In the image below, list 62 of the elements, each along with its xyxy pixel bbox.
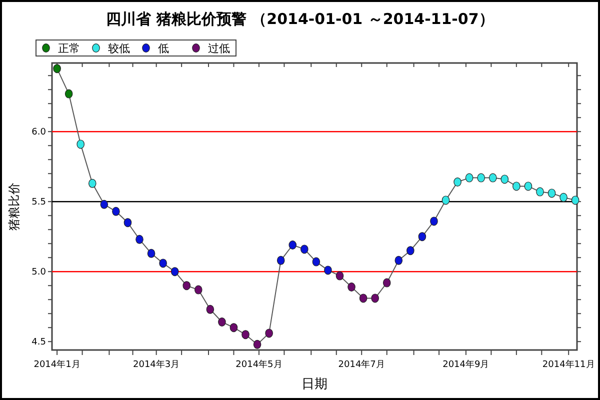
point [170, 267, 179, 276]
point [288, 240, 297, 250]
point [536, 187, 544, 196]
point [218, 318, 226, 326]
point [206, 304, 214, 314]
point [371, 294, 379, 303]
point [159, 258, 167, 268]
point [124, 218, 132, 228]
point [348, 282, 356, 292]
x-tick-label: 2014年1月 [34, 359, 80, 370]
y-tick-label: 6.0 [32, 128, 46, 138]
point [500, 174, 509, 184]
point [477, 173, 485, 182]
x-tick-label: 2014年7月 [338, 359, 385, 370]
point [394, 256, 403, 265]
x-tick-label: 2014年5月 [236, 359, 282, 370]
legend-label: 低 [158, 42, 169, 55]
point [53, 64, 61, 74]
point [560, 192, 568, 202]
point [76, 140, 85, 149]
point [88, 178, 96, 188]
chart-title: 四川省 猪粮比价预警 （2014-01-01 ～2014-11-07） [106, 10, 494, 28]
point [465, 173, 474, 182]
point [430, 216, 438, 226]
point [336, 271, 344, 280]
point [64, 89, 73, 98]
point [524, 182, 532, 191]
point [194, 285, 202, 294]
point [112, 206, 120, 216]
point [147, 248, 156, 258]
point [406, 246, 414, 256]
x-axis-title: 日期 [302, 377, 328, 392]
point [324, 266, 332, 275]
x-tick-label: 2014年9月 [442, 359, 490, 370]
point [548, 188, 556, 198]
y-tick-label: 5.0 [32, 268, 46, 278]
point [454, 178, 462, 186]
point [418, 232, 426, 242]
x-tick-label: 2014年11月 [542, 359, 595, 370]
point [253, 340, 262, 349]
point [512, 182, 520, 191]
point [359, 294, 368, 303]
point [265, 328, 273, 338]
point [276, 256, 285, 265]
point [488, 173, 497, 182]
legend-label: 较低 [108, 42, 130, 55]
y-tick-label: 4.5 [32, 338, 46, 348]
point [300, 244, 308, 254]
x-tick-label: 2014年3月 [133, 359, 180, 370]
point [182, 281, 191, 290]
point [442, 196, 450, 205]
point [312, 257, 320, 266]
point [100, 200, 108, 209]
point [571, 196, 580, 205]
point [382, 278, 391, 288]
point [136, 234, 144, 244]
legend-label: 过低 [208, 42, 230, 55]
legend-label: 正常 [58, 42, 80, 55]
y-axis-title: 猪粮比价 [7, 182, 21, 230]
point [242, 330, 250, 340]
point [230, 323, 238, 332]
y-tick-label: 5.5 [32, 198, 46, 208]
